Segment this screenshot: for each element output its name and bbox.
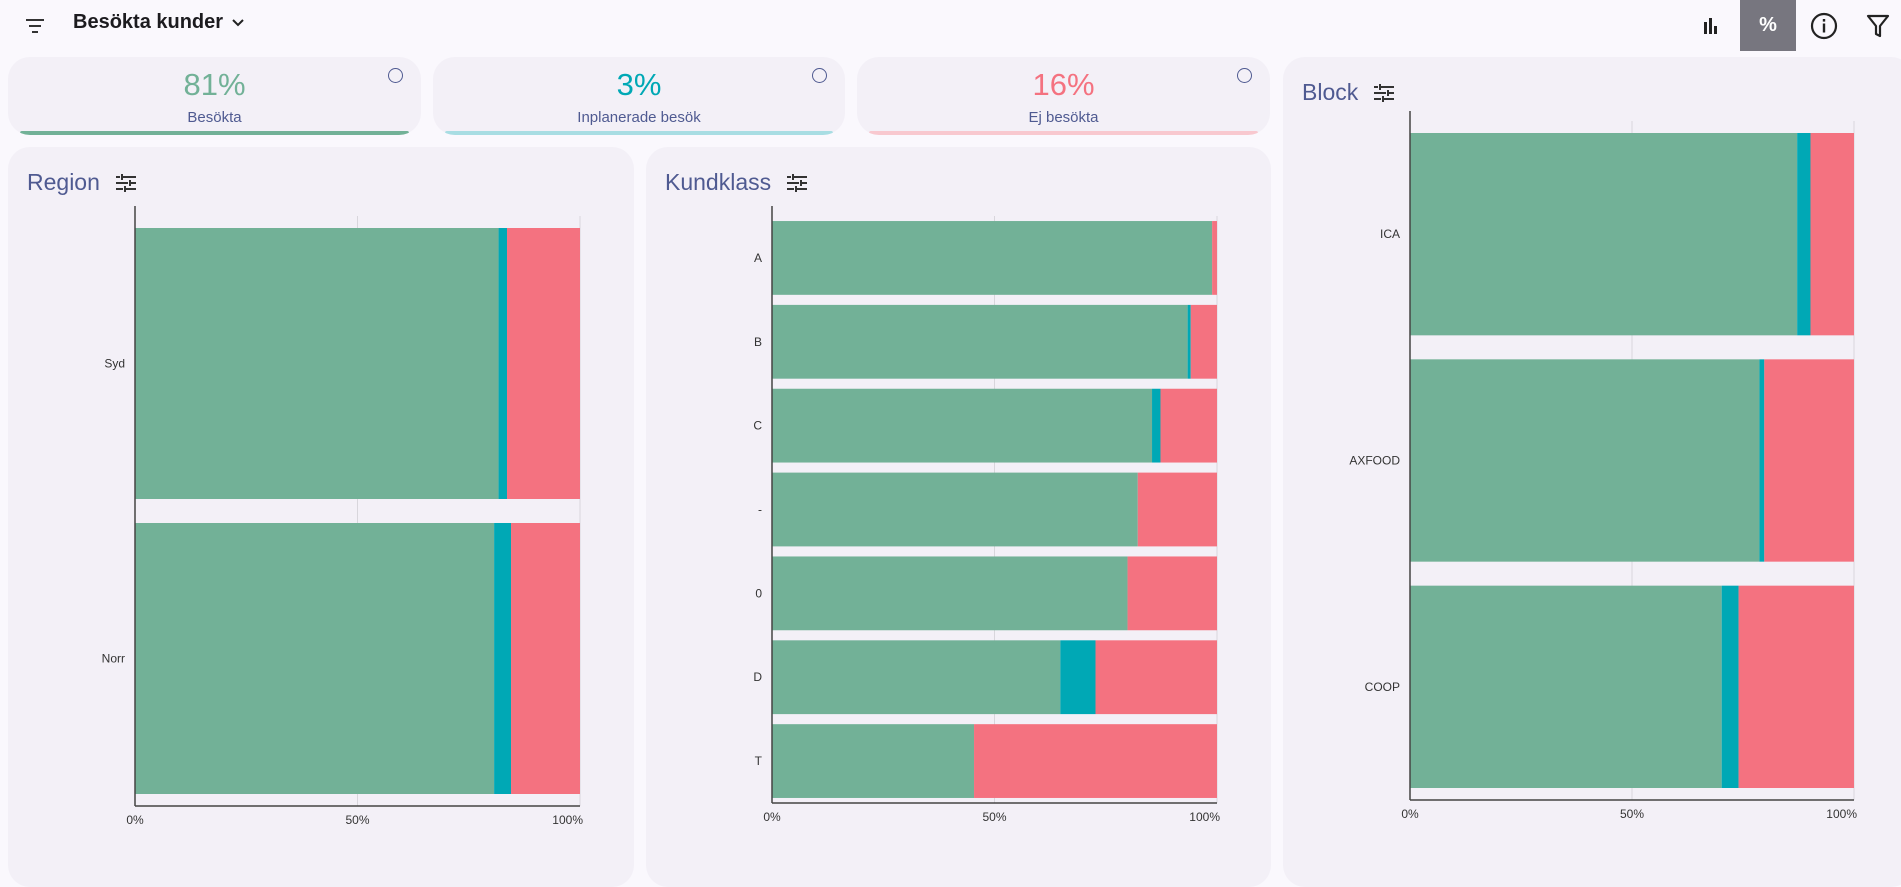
y-category-label: T	[755, 754, 763, 768]
bar-not-visited[interactable]	[1764, 359, 1854, 562]
bar-not-visited[interactable]	[1190, 304, 1217, 379]
bar-visited[interactable]	[772, 724, 975, 798]
bar-visited[interactable]	[772, 388, 1153, 463]
bar-visited[interactable]	[772, 640, 1061, 715]
x-tick-label: 100%	[1189, 810, 1220, 824]
chart-svg: 0% 50% 100% A B C - 0 D T	[753, 206, 1220, 824]
kpi-value: 3%	[616, 67, 662, 102]
y-category-label: ICA	[1380, 227, 1400, 241]
bar-not-visited[interactable]	[1160, 388, 1217, 463]
bar-planned[interactable]	[1797, 133, 1811, 336]
kpi-underline	[869, 131, 1258, 135]
bar-visited[interactable]	[772, 472, 1138, 547]
page-title: Besökta kunder	[73, 11, 224, 33]
bar-not-visited[interactable]	[1127, 556, 1217, 631]
bar-visited[interactable]	[1410, 359, 1760, 562]
bar-visited[interactable]	[135, 228, 499, 499]
bar-not-visited[interactable]	[507, 228, 580, 499]
y-category-label: -	[758, 503, 762, 517]
kpi-card-visited[interactable]: 81% Besökta	[8, 57, 421, 135]
y-category-label: AXFOOD	[1349, 454, 1400, 468]
percent-icon: %	[1759, 14, 1777, 36]
panel-title: Kundklass	[665, 169, 772, 195]
radio-icon[interactable]	[388, 68, 403, 83]
top-bar: Besökta kunder %	[0, 0, 1901, 51]
chart-svg: 0% 50% 100% ICA AXFOOD COOP	[1349, 111, 1857, 821]
kpi-card-planned[interactable]: 3% Inplanerade besök	[433, 57, 845, 135]
block-panel: Block 0% 50% 100% ICA AXFOOD COOP	[1283, 57, 1901, 887]
view-selector[interactable]: Besökta kunder	[73, 11, 245, 34]
radio-icon[interactable]	[812, 68, 827, 83]
kpi-label: Besökta	[187, 109, 242, 126]
y-category-label: Norr	[102, 652, 125, 666]
y-category-label: COOP	[1365, 680, 1400, 694]
y-category-label: B	[754, 335, 762, 349]
kundklass-panel: Kundklass 0% 50% 100% A B C - 0 D T	[646, 147, 1271, 887]
filter-funnel-icon[interactable]	[1853, 0, 1901, 51]
bar-not-visited[interactable]	[1738, 585, 1854, 788]
bar-not-visited[interactable]	[511, 523, 580, 794]
x-tick-label: 100%	[552, 813, 583, 827]
bar-not-visited[interactable]	[1810, 133, 1854, 336]
bar-not-visited[interactable]	[974, 724, 1217, 798]
bar-visited[interactable]	[1410, 585, 1722, 788]
bar-planned[interactable]	[1152, 388, 1161, 463]
y-category-label: D	[753, 670, 762, 684]
info-icon[interactable]	[1799, 0, 1849, 51]
kpi-value: 81%	[183, 67, 246, 102]
bar-not-visited[interactable]	[1095, 640, 1217, 715]
radio-icon[interactable]	[1237, 68, 1252, 83]
bar-planned[interactable]	[498, 228, 508, 499]
bar-visited[interactable]	[772, 221, 1213, 295]
y-category-label: C	[753, 419, 762, 433]
kpi-label: Ej besökta	[1028, 109, 1099, 126]
bar-planned[interactable]	[1060, 640, 1096, 715]
percent-toggle-button[interactable]: %	[1740, 0, 1796, 51]
y-category-label: Syd	[104, 357, 125, 371]
kpi-value: 16%	[1032, 67, 1095, 102]
bar-planned[interactable]	[1721, 585, 1739, 788]
y-category-label: 0	[755, 586, 762, 600]
bar-visited[interactable]	[1410, 133, 1798, 336]
filter-list-icon[interactable]	[11, 0, 61, 51]
bar-planned[interactable]	[1187, 304, 1191, 379]
kpi-underline	[20, 131, 409, 135]
region-panel: Region 0% 50% 100% Syd Norr	[8, 147, 634, 887]
kpi-label: Inplanerade besök	[577, 109, 701, 126]
x-tick-label: 0%	[126, 813, 144, 827]
panel-title: Block	[1302, 79, 1359, 105]
panel-title: Region	[27, 169, 100, 195]
y-category-label: A	[754, 251, 762, 265]
tune-icon[interactable]	[115, 173, 136, 192]
tune-icon[interactable]	[787, 173, 808, 192]
x-tick-label: 50%	[1620, 807, 1644, 821]
bar-not-visited[interactable]	[1212, 221, 1217, 295]
x-tick-label: 0%	[763, 810, 781, 824]
x-tick-label: 0%	[1401, 807, 1419, 821]
kpi-card-not-visited[interactable]: 16% Ej besökta	[857, 57, 1270, 135]
chevron-down-icon	[232, 18, 244, 26]
bar-visited[interactable]	[772, 304, 1188, 379]
chart-svg: 0% 50% 100% Syd Norr	[102, 206, 583, 827]
bar-visited[interactable]	[135, 523, 495, 794]
x-tick-label: 100%	[1826, 807, 1857, 821]
bar-not-visited[interactable]	[1137, 472, 1217, 547]
bar-chart-icon[interactable]	[1686, 0, 1736, 51]
x-tick-label: 50%	[345, 813, 369, 827]
bar-planned[interactable]	[1759, 359, 1765, 562]
bar-visited[interactable]	[772, 556, 1128, 631]
bar-planned[interactable]	[494, 523, 512, 794]
x-tick-label: 50%	[982, 810, 1006, 824]
tune-icon[interactable]	[1374, 83, 1395, 102]
kpi-underline	[445, 131, 833, 135]
